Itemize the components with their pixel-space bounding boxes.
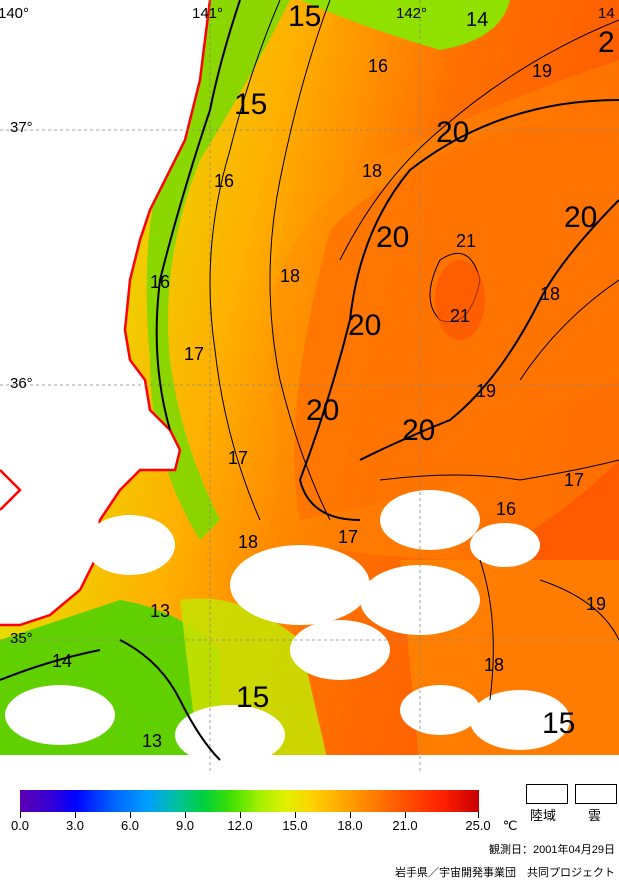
contour-label: 19 (476, 381, 496, 401)
colorbar-tick (295, 812, 296, 818)
warm-blob (435, 260, 485, 340)
contour-label: 21 (456, 231, 476, 251)
land-legend-swatch (526, 784, 568, 804)
contour-label: 2 (598, 26, 615, 59)
contour-label: 14 (466, 9, 488, 31)
contour-label: 18 (484, 655, 504, 675)
colorbar-label: 21.0 (392, 818, 418, 833)
colorbar-label: 9.0 (175, 818, 195, 833)
contour-label: 20 (376, 221, 409, 254)
contour-label: 20 (348, 309, 381, 342)
contour-label: 16 (214, 171, 234, 191)
contour-label: 18 (280, 266, 300, 286)
colorbar-label: 18.0 (337, 818, 363, 833)
contour-label: 19 (532, 61, 552, 81)
lon-label-143: 14 (598, 5, 615, 22)
observation-date: 観測日：2001年04月29日 (489, 844, 615, 856)
lat-label-35: 35° (10, 630, 33, 647)
sea-surface-temperature-map: 140° 141° 142° 14 37° 36° 35° 15 14 16 1… (0, 0, 619, 771)
contour-label: 20 (306, 394, 339, 427)
contour-label: 19 (586, 594, 606, 614)
temperature-colorbar (20, 790, 479, 812)
colorbar-label: 15.0 (282, 818, 308, 833)
land-legend-label: 陸域 (530, 808, 557, 823)
contour-label: 14 (52, 651, 72, 671)
isotherm-contours (0, 0, 619, 761)
contour-label: 17 (338, 527, 358, 547)
contour-label: 17 (564, 470, 584, 490)
contour-label: 20 (564, 201, 597, 234)
contour-label: 18 (540, 284, 560, 304)
colorbar-label: 0.0 (10, 818, 30, 833)
cloud-legend-label: 雲 (588, 808, 602, 823)
contour-label: 13 (142, 731, 162, 751)
contour-label: 16 (496, 499, 516, 519)
colorbar-unit: ℃ (502, 818, 518, 833)
contour-label: 20 (436, 116, 469, 149)
colorbar-tick (405, 812, 406, 818)
colorbar-label: 12.0 (227, 818, 253, 833)
colorbar-label: 25.0 (465, 818, 491, 833)
graticule (0, 0, 619, 771)
northern-cool-region (300, 0, 510, 50)
colorbar-tick (130, 812, 131, 818)
colorbar-tick (75, 812, 76, 818)
contour-label: 15 (542, 707, 575, 740)
contour-label: 13 (150, 601, 170, 621)
contour-label: 15 (288, 0, 321, 33)
contour-label: 15 (234, 88, 267, 121)
cloud-legend-swatch (575, 784, 617, 804)
lat-label-37: 37° (10, 119, 33, 136)
contour-label: 15 (236, 681, 269, 714)
contour-label: 20 (402, 414, 435, 447)
contour-labels: 15 14 16 19 2 15 20 16 18 20 21 20 16 18… (52, 0, 615, 751)
contour-label: 16 (368, 56, 388, 76)
lon-label-142: 142° (396, 5, 427, 22)
contour-label: 16 (150, 272, 170, 292)
coastline-small (0, 469, 22, 511)
lon-label-141: 141° (192, 5, 223, 22)
colorbar-tick (240, 812, 241, 818)
lat-label-36: 36° (10, 375, 33, 392)
contour-label: 21 (450, 306, 470, 326)
contour-label: 17 (228, 448, 248, 468)
colorbar-tick (350, 812, 351, 818)
credit-line: 岩手県／宇宙開発事業団 共同プロジェクト (395, 867, 615, 879)
contour-label: 17 (184, 344, 204, 364)
coastline (0, 0, 212, 627)
colorbar-tick (185, 812, 186, 818)
colorbar-label: 6.0 (120, 818, 140, 833)
colorbar-tick (20, 812, 21, 818)
contour-label: 18 (362, 161, 382, 181)
lon-label-140: 140° (0, 5, 29, 22)
colorbar-tick (478, 812, 479, 818)
contour-label: 18 (238, 532, 258, 552)
colorbar-label: 3.0 (65, 818, 85, 833)
